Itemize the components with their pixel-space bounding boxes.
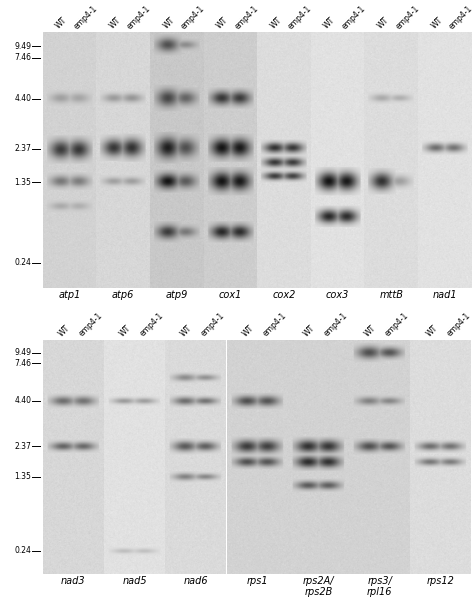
Text: WT: WT: [54, 16, 69, 31]
Text: emp4-1: emp4-1: [445, 311, 472, 338]
Text: emp4-1: emp4-1: [383, 311, 410, 338]
Text: 1.35: 1.35: [14, 178, 31, 187]
Text: atp9: atp9: [165, 290, 188, 301]
Text: emp4-1: emp4-1: [200, 311, 227, 338]
Text: atp6: atp6: [112, 290, 134, 301]
Text: WT: WT: [179, 324, 194, 338]
Text: emp4-1: emp4-1: [394, 4, 421, 31]
Text: 2.37: 2.37: [14, 144, 31, 153]
Text: emp4-1: emp4-1: [261, 311, 288, 338]
Text: emp4-1: emp4-1: [340, 4, 367, 31]
Text: mttB: mttB: [379, 290, 403, 301]
Text: 0.24: 0.24: [14, 546, 31, 555]
Text: rps1: rps1: [246, 576, 268, 586]
Text: 2.37: 2.37: [14, 442, 31, 451]
Text: cox3: cox3: [326, 290, 349, 301]
Text: rps3/
rpl16: rps3/ rpl16: [367, 576, 392, 598]
Text: WT: WT: [241, 324, 255, 338]
Text: WT: WT: [429, 16, 445, 31]
Text: 1.35: 1.35: [14, 472, 31, 481]
Text: nad5: nad5: [122, 576, 147, 586]
Text: nad1: nad1: [432, 290, 457, 301]
Text: emp4-1: emp4-1: [286, 4, 314, 31]
Text: 4.40: 4.40: [14, 94, 31, 103]
Text: emp4-1: emp4-1: [179, 4, 206, 31]
Text: emp4-1: emp4-1: [77, 311, 104, 338]
Text: WT: WT: [162, 16, 176, 31]
Text: 9.49: 9.49: [14, 42, 31, 51]
Text: emp4-1: emp4-1: [126, 4, 153, 31]
Text: WT: WT: [322, 16, 337, 31]
Text: cox2: cox2: [272, 290, 296, 301]
Text: nad6: nad6: [183, 576, 208, 586]
Text: 7.46: 7.46: [14, 53, 31, 62]
Text: WT: WT: [108, 16, 123, 31]
Text: cox1: cox1: [219, 290, 242, 301]
Text: WT: WT: [424, 324, 439, 338]
Text: emp4-1: emp4-1: [72, 4, 99, 31]
Text: emp4-1: emp4-1: [233, 4, 260, 31]
Text: emp4-1: emp4-1: [138, 311, 165, 338]
Text: rps12: rps12: [427, 576, 455, 586]
Text: nad3: nad3: [61, 576, 86, 586]
Text: 9.49: 9.49: [14, 348, 31, 357]
Text: WT: WT: [376, 16, 391, 31]
Text: 4.40: 4.40: [14, 396, 31, 405]
Text: rps2A/
rps2B: rps2A/ rps2B: [303, 576, 334, 598]
Text: WT: WT: [269, 16, 283, 31]
Text: WT: WT: [302, 324, 317, 338]
Text: emp4-1: emp4-1: [322, 311, 349, 338]
Text: 0.24: 0.24: [14, 258, 31, 267]
Text: atp1: atp1: [58, 290, 81, 301]
Text: WT: WT: [118, 324, 133, 338]
Text: WT: WT: [363, 324, 378, 338]
Text: 7.46: 7.46: [14, 359, 31, 368]
Text: emp4-1: emp4-1: [447, 4, 474, 31]
Text: WT: WT: [215, 16, 230, 31]
Text: WT: WT: [57, 324, 72, 338]
